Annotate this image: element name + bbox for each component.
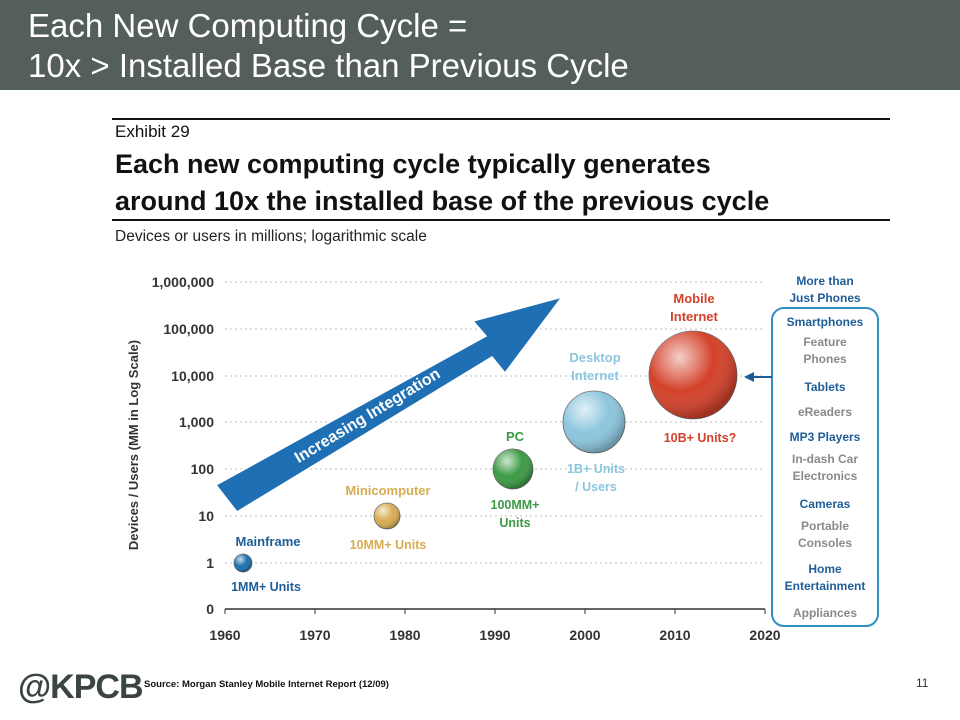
y-tick-label: 1: [206, 555, 214, 571]
series-name-label: Desktop: [569, 350, 620, 365]
series-name-label: Internet: [670, 309, 718, 324]
sidebar-pointer-head: [744, 372, 754, 382]
exhibit-label: Exhibit 29: [115, 122, 190, 141]
arrow-label: Increasing Integration: [292, 365, 444, 466]
series-units-label: / Users: [575, 480, 617, 494]
y-tick-label: 100: [191, 461, 215, 477]
sidebar-item: Cameras: [800, 497, 851, 511]
sidebar-heading: Just Phones: [789, 291, 861, 305]
sidebar-item: In-dash Car: [792, 452, 858, 466]
y-tick-label: 1,000,000: [152, 274, 214, 290]
series-units-label: 10B+ Units?: [664, 431, 737, 445]
headline-line2: around 10x the installed base of the pre…: [115, 186, 770, 216]
sidebar-item: Tablets: [804, 380, 845, 394]
bubble-shading: [234, 554, 252, 572]
sidebar-item: Consoles: [798, 536, 852, 550]
chart-subtitle: Devices or users in millions; logarithmi…: [115, 228, 427, 245]
bubble-shading: [374, 503, 400, 529]
series-name-label: Mainframe: [235, 534, 300, 549]
y-tick-label: 0: [206, 601, 214, 617]
series-units-label: 100MM+: [491, 498, 540, 512]
x-tick-label: 1960: [209, 627, 240, 643]
sidebar-item: Appliances: [793, 606, 857, 620]
series-name-label: Internet: [571, 368, 619, 383]
sidebar-item: Phones: [803, 352, 847, 366]
slide-title-line2: 10x > Installed Base than Previous Cycle: [28, 47, 629, 84]
sidebar-item: Feature: [803, 335, 847, 349]
slide-header: Each New Computing Cycle = 10x > Install…: [0, 0, 960, 90]
series-units-label: 1B+ Units: [567, 462, 625, 476]
sidebar-item: Portable: [801, 519, 849, 533]
headline-rule: [112, 219, 890, 221]
y-tick-label: 1,000: [179, 414, 214, 430]
y-axis-title: Devices / Users (MM in Log Scale): [126, 340, 141, 550]
sidebar-box: [771, 307, 879, 627]
sidebar-item: Home: [808, 562, 842, 576]
bubble-shading: [649, 331, 737, 419]
slide-title-line1: Each New Computing Cycle =: [28, 7, 468, 44]
y-tick-label: 10,000: [171, 368, 214, 384]
x-tick-label: 1970: [299, 627, 330, 643]
sidebar-item: Entertainment: [785, 579, 866, 593]
series-units-label: 10MM+ Units: [350, 538, 427, 552]
sidebar-panel: More than Just Phones Smartphones Feature Ph…: [744, 274, 879, 627]
page-number: 11: [916, 676, 929, 690]
source-note: Source: Morgan Stanley Mobile Internet R…: [144, 679, 389, 690]
headline-line1: Each new computing cycle typically gener…: [115, 149, 711, 179]
series-name-label: PC: [506, 429, 525, 444]
series-name-label: Minicomputer: [345, 483, 430, 498]
kpcb-logo: @KPCB: [18, 668, 143, 706]
y-tick-label: 10: [198, 508, 214, 524]
sidebar-item: Smartphones: [787, 315, 864, 329]
x-tick-label: 2010: [659, 627, 690, 643]
bubble-shading: [493, 449, 533, 489]
chart-headline: Each new computing cycle typically gener…: [115, 146, 769, 220]
sidebar-item: MP3 Players: [790, 430, 861, 444]
x-tick-label: 1980: [389, 627, 420, 643]
series-units-label: 1MM+ Units: [231, 580, 301, 594]
top-rule: [112, 118, 890, 120]
series-name-label: Mobile: [673, 291, 714, 306]
sidebar-item: Electronics: [793, 469, 858, 483]
x-tick-label: 2020: [749, 627, 780, 643]
chart-bubbles: Mainframe 1MM+ Units Minicomputer 10MM+ Uni…: [231, 291, 738, 594]
sidebar-heading: More than: [796, 274, 853, 288]
sidebar-item: eReaders: [798, 405, 852, 419]
arrow-shape: [214, 295, 564, 513]
bubble-shading: [563, 391, 625, 453]
x-tick-label: 2000: [569, 627, 600, 643]
x-tick-label: 1990: [479, 627, 510, 643]
y-tick-label: 100,000: [163, 321, 214, 337]
series-units-label: Units: [499, 516, 530, 530]
